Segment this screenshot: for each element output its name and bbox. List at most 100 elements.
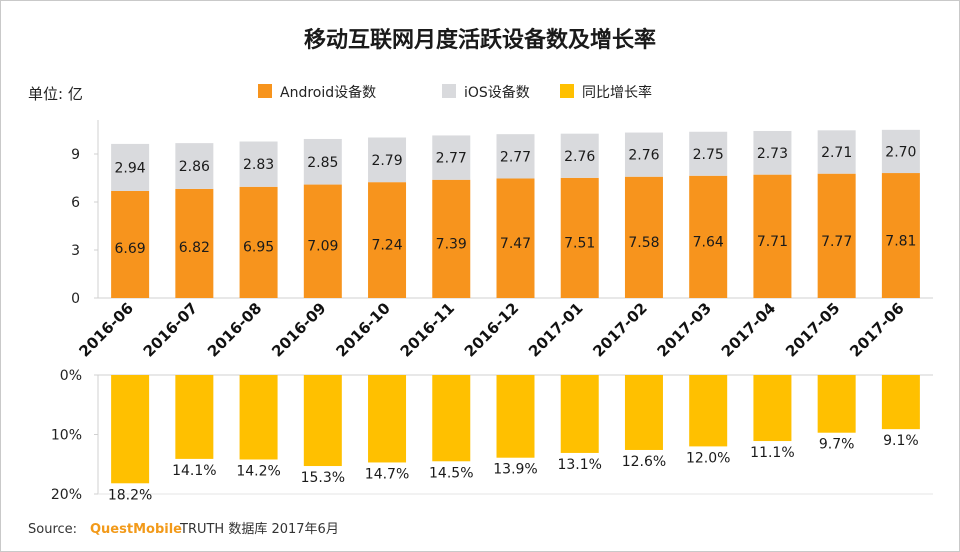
android-bar [368, 182, 407, 298]
growth-bar [689, 375, 728, 447]
source-brand: QuestMobile [90, 522, 182, 537]
growth-value-label: 12.6% [622, 454, 666, 470]
y-tick-label: 6 [71, 195, 80, 211]
x-category-label: 2016-08 [204, 299, 265, 360]
legend-swatch-2 [442, 84, 456, 98]
ios-bar [303, 138, 342, 185]
growth-bar [624, 375, 663, 450]
x-category-label: 2016-09 [268, 299, 329, 360]
android-value-label: 7.64 [693, 235, 724, 251]
android-bar [432, 179, 471, 298]
x-category-label: 2017-03 [654, 299, 715, 360]
growth-value-label: 9.7% [819, 437, 855, 453]
x-category-label: 2017-06 [846, 299, 907, 360]
ios-bar [624, 132, 663, 177]
x-category-label: 2017-04 [718, 299, 779, 360]
ios-bar [496, 134, 535, 179]
x-category-label: 2016-11 [397, 299, 458, 360]
ios-value-label: 2.71 [821, 145, 852, 161]
y-tick-label: 0 [71, 291, 80, 307]
growth-bar [111, 375, 150, 484]
ios-bar [753, 130, 792, 175]
android-bar [175, 188, 214, 298]
android-value-label: 7.39 [436, 236, 467, 252]
growth-value-label: 14.5% [429, 465, 473, 481]
android-bar [303, 184, 342, 298]
android-bar [239, 186, 278, 298]
growth-bar [496, 375, 535, 458]
android-bar [624, 176, 663, 298]
android-bar [881, 173, 920, 298]
ios-bar [689, 131, 728, 176]
growth-rate-chart: 0% 10% 20% 18.2% 14.1% 14.2% 15.3% 14.7% 14.5% 13… [51, 368, 933, 503]
growth-bar [239, 375, 278, 460]
android-bar [753, 174, 792, 298]
legend-label-2: iOS设备数 [464, 84, 530, 101]
android-value-label: 7.58 [628, 235, 659, 251]
legend-swatch-1 [258, 84, 272, 98]
ios-bar [175, 143, 214, 189]
android-value-label: 6.69 [115, 241, 146, 257]
android-value-label: 7.47 [500, 236, 531, 252]
ios-value-label: 2.75 [693, 147, 724, 163]
growth-bar [817, 375, 856, 433]
android-bar [817, 173, 856, 298]
ios-value-label: 2.86 [179, 159, 210, 175]
android-value-label: 7.77 [821, 234, 852, 250]
y-tick-label-lower: 0% [60, 368, 82, 384]
ios-value-label: 2.76 [628, 148, 659, 164]
x-category-label: 2016-06 [76, 299, 137, 360]
source-note: Source: QuestMobile TRUTH 数据库 2017年6月 [28, 521, 339, 537]
ios-bar [560, 133, 599, 178]
ios-value-label: 2.94 [115, 160, 146, 176]
growth-value-label: 15.3% [301, 470, 345, 486]
growth-value-label: 11.1% [750, 445, 794, 461]
growth-value-label: 14.1% [172, 463, 216, 479]
legend: Android设备数 iOS设备数 同比增长率 [258, 84, 652, 101]
ios-value-label: 2.77 [436, 151, 467, 167]
android-bar [689, 175, 728, 298]
growth-bar [560, 375, 599, 453]
growth-bar [881, 375, 920, 430]
growth-value-label: 13.9% [493, 462, 537, 478]
ios-bar [817, 130, 856, 174]
growth-value-label: 12.0% [686, 450, 730, 466]
android-value-label: 6.82 [179, 240, 210, 256]
legend-label-1: Android设备数 [280, 84, 376, 101]
y-tick-label-lower: 20% [51, 487, 82, 503]
unit-label: 单位: 亿 [28, 85, 83, 103]
growth-bar [432, 375, 471, 462]
x-category-label: 2017-05 [782, 299, 843, 360]
growth-value-label: 14.7% [365, 466, 409, 482]
y-tick-label: 3 [71, 243, 80, 259]
ios-value-label: 2.76 [564, 149, 595, 165]
ios-value-label: 2.85 [307, 155, 338, 171]
android-value-label: 7.81 [885, 234, 916, 250]
x-category-label: 2017-01 [525, 299, 586, 360]
ios-bar [239, 141, 278, 187]
android-value-label: 7.71 [757, 234, 788, 250]
ios-value-label: 2.83 [243, 157, 274, 173]
source-prefix: Source: [28, 522, 77, 537]
ios-value-label: 2.77 [500, 149, 531, 165]
android-bar [496, 178, 535, 298]
x-category-label: 2017-02 [589, 299, 650, 360]
growth-bar [368, 375, 407, 463]
growth-value-label: 13.1% [557, 457, 601, 473]
ios-value-label: 2.70 [885, 144, 916, 160]
android-value-label: 6.95 [243, 239, 274, 255]
x-category-label: 2016-12 [461, 299, 522, 360]
android-value-label: 7.24 [371, 237, 402, 253]
legend-swatch-3 [560, 84, 574, 98]
ios-value-label: 2.79 [371, 153, 402, 169]
growth-bar [753, 375, 792, 442]
android-value-label: 7.51 [564, 236, 595, 252]
growth-bar [303, 375, 342, 467]
android-bar [111, 190, 150, 298]
ios-bar [881, 129, 920, 174]
android-bar [560, 177, 599, 298]
growth-value-label: 18.2% [108, 487, 152, 503]
android-value-label: 7.09 [307, 238, 338, 254]
